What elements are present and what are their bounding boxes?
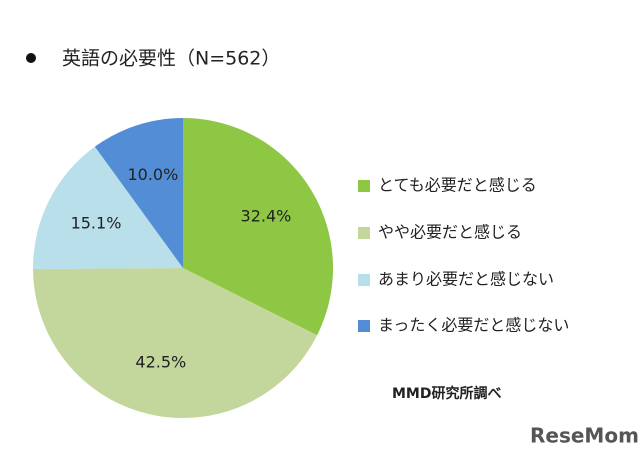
value-label: 42.5% (135, 352, 186, 371)
pie-slice (33, 268, 318, 418)
legend-label: やや必要だと感じる (378, 223, 522, 242)
pie-slice (33, 146, 183, 269)
pie-slice (94, 118, 183, 268)
watermark: ReseMom (530, 424, 639, 448)
legend-swatch (358, 320, 370, 332)
source-note: MMD研究所調べ (392, 385, 501, 402)
title-bullet (26, 53, 36, 63)
value-label: 15.1% (71, 214, 122, 233)
value-label: 10.0% (127, 165, 178, 184)
legend-label: とても必要だと感じる (378, 176, 537, 195)
legend-swatch (358, 227, 370, 239)
legend: とても必要だと感じるやや必要だと感じるあまり必要だと感じないまったく必要だと感じ… (358, 176, 569, 335)
pie: 32.4% 42.5% 15.1% 10.0% (33, 118, 333, 418)
legend-label: まったく必要だと感じない (378, 316, 569, 335)
chart-title: 英語の必要性（N=562） (62, 48, 280, 70)
pie-slice (183, 118, 333, 336)
legend-swatch (358, 274, 370, 286)
legend-label: あまり必要だと感じない (378, 270, 554, 289)
legend-swatch (358, 180, 370, 192)
value-label: 32.4% (241, 206, 292, 225)
